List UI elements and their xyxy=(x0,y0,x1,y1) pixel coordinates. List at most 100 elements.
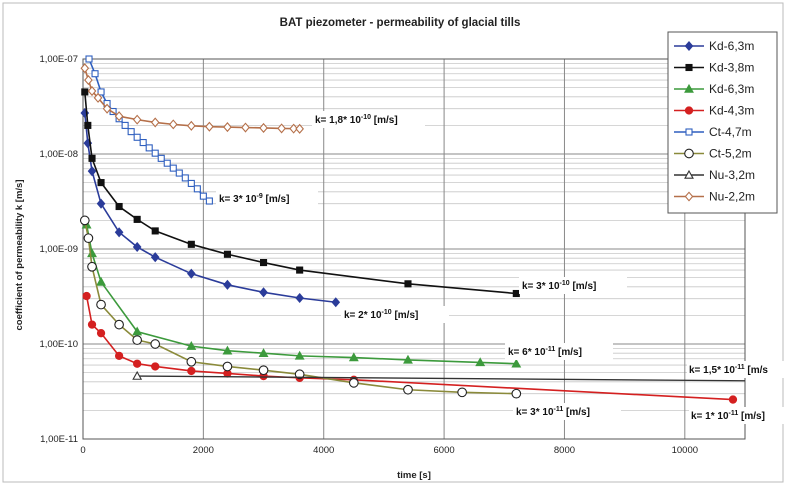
annotation-k-nu32: k= 1,5* 10-11 [m/s xyxy=(687,361,787,378)
data-point xyxy=(187,268,196,279)
series-line xyxy=(137,375,746,382)
data-point xyxy=(83,233,94,244)
data-point xyxy=(457,387,467,398)
annotation-text: k= 3* 10-10 [m/s] xyxy=(522,280,596,292)
annotation-text: k= 6* 10-11 [m/s] xyxy=(508,346,582,358)
series-line xyxy=(84,112,336,304)
annotation-box xyxy=(687,361,787,378)
data-point xyxy=(277,123,286,134)
annotation-box xyxy=(341,306,449,323)
data-point xyxy=(193,185,201,193)
data-point xyxy=(181,174,189,182)
annotation-k-nu22: k= 1,8* 10-10 [m/s] xyxy=(312,111,425,128)
annotation-k-ct47: k= 3* 10-9 [m/s] xyxy=(216,190,318,207)
data-point xyxy=(84,121,92,129)
legend-item-8: Nu-2,2m xyxy=(674,190,755,204)
data-point xyxy=(728,395,738,404)
data-point xyxy=(187,120,196,131)
data-point xyxy=(96,299,106,310)
data-point xyxy=(150,252,160,263)
legend-marker xyxy=(684,191,694,202)
grid xyxy=(82,58,745,440)
annotation-text: k= 1,8* 10-10 [m/s] xyxy=(315,114,398,126)
plot-area-border xyxy=(82,58,746,440)
annotation-k-kd38: k= 3* 10-10 [m/s] xyxy=(519,277,627,294)
legend-marker xyxy=(684,106,694,115)
data-point xyxy=(223,250,231,258)
data-point xyxy=(331,297,341,308)
series-1 xyxy=(80,107,341,308)
chart-title: BAT piezometer - permeability of glacial… xyxy=(280,17,521,29)
y-tick-label: 1,00E-09 xyxy=(39,244,78,255)
legend-marker xyxy=(684,40,694,52)
annotation-text: k= 3* 10-11 [m/s] xyxy=(516,406,590,418)
legend-item-1: Kd-6,3m xyxy=(674,39,754,53)
data-point xyxy=(114,351,124,361)
data-point xyxy=(205,197,213,205)
data-point xyxy=(223,122,232,133)
x-tick-label: 0 xyxy=(80,445,85,456)
data-point xyxy=(151,227,159,235)
data-point xyxy=(186,340,197,350)
legend-label: Kd-6,3m xyxy=(709,39,754,53)
x-tick-label: 10000 xyxy=(672,445,698,456)
data-point xyxy=(91,70,99,78)
data-point xyxy=(82,291,91,301)
data-point xyxy=(96,329,106,338)
annotation-box xyxy=(513,403,621,420)
series-8 xyxy=(80,63,304,134)
data-point xyxy=(187,366,196,376)
data-point xyxy=(151,362,160,371)
legend-marker xyxy=(684,169,694,179)
annotation-k-ct52: k= 3* 10-11 [m/s] xyxy=(513,403,621,420)
legend-label: Nu-2,2m xyxy=(709,190,755,204)
legend-item-7: Nu-3,2m xyxy=(674,168,755,182)
legend: Kd-6,3m Kd-3,8m Kd-6,3m Kd-4,3m Ct-4,7m Ct-5,… xyxy=(667,31,778,214)
x-tick-label: 6000 xyxy=(434,445,455,456)
data-point xyxy=(512,289,520,298)
legend-label: Kd-3,8m xyxy=(709,61,754,75)
legend-label: Nu-3,2m xyxy=(709,168,755,182)
legend-label: Kd-4,3m xyxy=(709,104,754,118)
legend-marker xyxy=(685,63,693,72)
data-point xyxy=(258,365,269,376)
annotation-k-kd63-green: k= 6* 10-11 [m/s] xyxy=(505,343,613,360)
data-point xyxy=(150,339,161,349)
data-point xyxy=(132,241,142,253)
legend-item-2: Kd-3,8m xyxy=(674,61,754,75)
legend-box xyxy=(667,31,778,214)
annotation-box xyxy=(312,111,425,128)
y-tick-label: 1,00E-11 xyxy=(40,434,78,445)
annotation-text: k= 2* 10-10 [m/s] xyxy=(344,309,418,321)
data-point xyxy=(114,111,124,122)
annotations: k= 1,8* 10-10 [m/s] k= 3* 10-9 [m/s] k= … xyxy=(216,111,787,424)
y-tick-label: 1,00E-07 xyxy=(39,54,78,65)
annotation-k-kd43: k= 1* 10-11 [m/s] xyxy=(689,407,787,424)
legend-label: Ct-4,7m xyxy=(709,125,752,139)
series-line xyxy=(85,224,517,365)
data-point xyxy=(133,133,141,141)
data-point xyxy=(403,354,413,364)
data-point xyxy=(259,122,268,134)
data-point xyxy=(295,292,304,304)
legend-marker xyxy=(684,148,694,159)
y-axis-label: coefficient of permeability k [m/s] xyxy=(14,180,25,331)
data-point xyxy=(259,287,268,298)
legend-item-6: Ct-5,2m xyxy=(674,147,752,161)
data-point xyxy=(294,350,305,360)
x-tick-label: 8000 xyxy=(554,445,575,456)
legend-marker xyxy=(685,128,693,136)
data-point xyxy=(168,119,178,130)
data-point xyxy=(157,154,165,162)
data-point xyxy=(511,388,522,399)
legend-label: Ct-5,2m xyxy=(709,147,752,161)
legend-item-4: Kd-4,3m xyxy=(674,104,754,118)
data-point xyxy=(127,128,135,136)
legend-item-3: Kd-6,3m xyxy=(674,82,754,96)
data-point xyxy=(241,122,250,133)
data-point xyxy=(205,121,214,132)
data-point xyxy=(187,240,195,248)
data-point xyxy=(404,280,412,288)
